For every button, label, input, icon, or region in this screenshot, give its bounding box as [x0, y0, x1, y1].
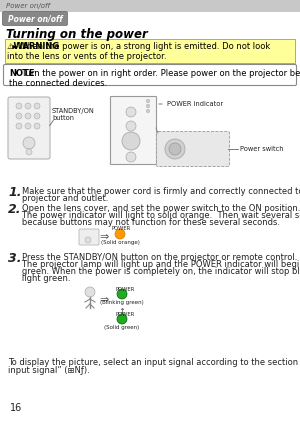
Circle shape: [169, 143, 181, 155]
Circle shape: [117, 289, 127, 299]
Circle shape: [16, 123, 22, 129]
Circle shape: [34, 103, 40, 109]
Text: • Turn the power on in right order. Please power on the projector before
the con: • Turn the power on in right order. Plea…: [9, 69, 300, 88]
Circle shape: [126, 152, 136, 162]
Circle shape: [25, 123, 31, 129]
Text: Power switch: Power switch: [240, 146, 284, 152]
Text: STANDBY/ON: STANDBY/ON: [52, 108, 95, 114]
Circle shape: [25, 113, 31, 119]
Text: projector and outlet.: projector and outlet.: [22, 194, 108, 203]
Text: To display the picture, select an input signal according to the section “Selecti: To display the picture, select an input …: [8, 358, 300, 367]
Circle shape: [34, 113, 40, 119]
Text: Make sure that the power cord is firmly and correctly connected to the: Make sure that the power cord is firmly …: [22, 187, 300, 196]
Text: input signal” (⊞Nƒ).: input signal” (⊞Nƒ).: [8, 366, 90, 375]
Text: 1.: 1.: [8, 186, 22, 199]
Text: 16: 16: [10, 403, 22, 413]
Text: (Blinking green): (Blinking green): [100, 300, 144, 305]
Circle shape: [117, 314, 127, 324]
Circle shape: [126, 107, 136, 117]
Circle shape: [25, 103, 31, 109]
Text: The power indicator will light to solid orange.  Then wait several seconds: The power indicator will light to solid …: [14, 211, 300, 220]
Text: Power on/off: Power on/off: [6, 3, 50, 9]
Text: green. When the power is completely on, the indicator will stop blinking and: green. When the power is completely on, …: [14, 267, 300, 276]
Text: ►When the power is on, a strong light is emitted. Do not look
into the lens or v: ►When the power is on, a strong light is…: [7, 42, 270, 61]
Text: POWER: POWER: [115, 312, 134, 317]
Text: POWER: POWER: [112, 226, 131, 231]
Text: ⚠WARNING: ⚠WARNING: [7, 42, 60, 51]
Text: because buttons may not function for these several seconds.: because buttons may not function for the…: [14, 218, 280, 227]
Circle shape: [146, 99, 150, 103]
FancyBboxPatch shape: [4, 64, 296, 85]
Text: 2.: 2.: [8, 203, 22, 216]
Text: light green.: light green.: [14, 274, 70, 283]
Text: ⇒: ⇒: [99, 295, 109, 305]
Circle shape: [34, 123, 40, 129]
Text: ⇒: ⇒: [99, 232, 109, 242]
Text: Power on/off: Power on/off: [8, 14, 62, 23]
Circle shape: [23, 137, 35, 149]
Circle shape: [165, 139, 185, 159]
FancyBboxPatch shape: [79, 229, 99, 245]
FancyBboxPatch shape: [5, 39, 295, 63]
Text: Press the STANDBY/ON button on the projector or remote control.: Press the STANDBY/ON button on the proje…: [22, 253, 297, 262]
Text: POWER: POWER: [115, 287, 134, 292]
Text: 3.: 3.: [8, 252, 22, 265]
Circle shape: [115, 229, 125, 239]
FancyBboxPatch shape: [157, 131, 230, 166]
Text: POWER indicator: POWER indicator: [167, 101, 223, 107]
Text: The projector lamp will light up and the POWER indicator will begin blinking: The projector lamp will light up and the…: [14, 260, 300, 269]
Text: (Solid green): (Solid green): [104, 325, 140, 330]
Circle shape: [85, 237, 91, 243]
Circle shape: [126, 121, 136, 131]
FancyBboxPatch shape: [110, 96, 156, 164]
FancyBboxPatch shape: [0, 0, 300, 12]
Text: Turning on the power: Turning on the power: [6, 28, 148, 41]
Text: button: button: [52, 115, 74, 121]
Circle shape: [122, 132, 140, 150]
Text: NOTE: NOTE: [9, 69, 34, 78]
FancyBboxPatch shape: [8, 97, 50, 159]
Text: ↕: ↕: [118, 307, 125, 316]
Text: Open the lens cover, and set the power switch to the ON position.: Open the lens cover, and set the power s…: [22, 204, 300, 213]
FancyBboxPatch shape: [2, 11, 68, 26]
Circle shape: [16, 113, 22, 119]
Circle shape: [146, 109, 150, 113]
Circle shape: [26, 149, 32, 155]
Circle shape: [85, 287, 95, 297]
Text: (Solid orange): (Solid orange): [100, 240, 140, 245]
Circle shape: [16, 103, 22, 109]
Circle shape: [146, 104, 150, 108]
